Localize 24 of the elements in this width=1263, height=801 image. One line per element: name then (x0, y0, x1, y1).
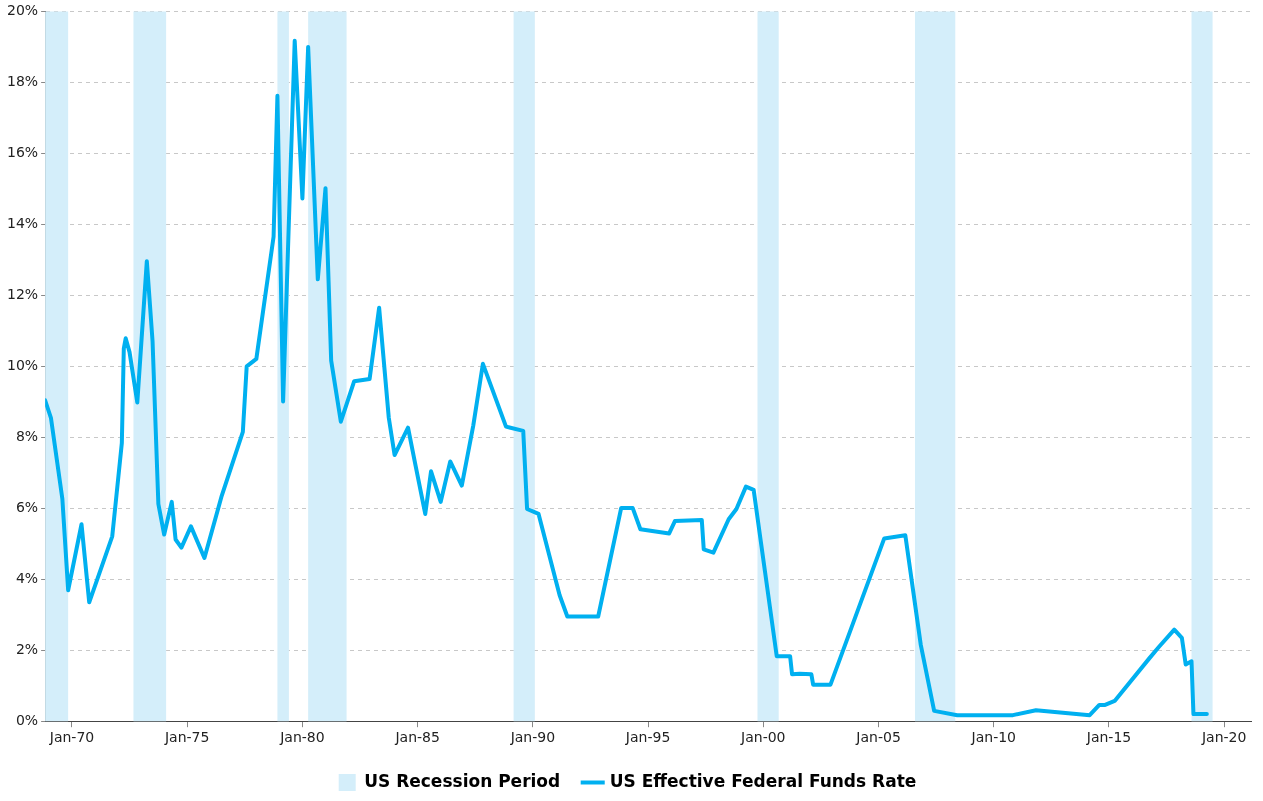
y-tick-label: 4% (15, 569, 39, 586)
y-tick-label: 20% (6, 2, 39, 19)
x-tick-label: Jan-20 (1200, 729, 1247, 746)
legend-label: US Effective Federal Funds Rate (609, 770, 917, 791)
x-tick-label: Jan-85 (394, 729, 440, 746)
y-tick-label: 2% (15, 640, 39, 657)
x-tick-label: Jan-15 (1085, 729, 1132, 746)
x-tick-label: Jan-70 (48, 729, 95, 746)
y-tick-label: 6% (15, 498, 39, 515)
x-tick-label: Jan-75 (163, 729, 210, 746)
y-tick-label: 16% (6, 144, 39, 160)
x-tick-label: Jan-95 (624, 729, 671, 746)
x-tick-label: Jan-05 (855, 729, 901, 746)
x-tick-label: Jan-90 (509, 729, 556, 746)
y-tick-label: 18% (6, 73, 39, 90)
x-tick-label: Jan-80 (279, 729, 325, 746)
y-tick-label: 12% (6, 285, 39, 302)
x-tick-label: Jan-00 (740, 729, 786, 746)
y-tick-label: 14% (6, 214, 39, 231)
y-tick-label: 8% (15, 427, 39, 444)
legend-label: US Recession Period (364, 770, 561, 791)
y-tick-label: 10% (6, 356, 39, 373)
y-tick-label: 0% (15, 711, 39, 728)
x-tick-label: Jan-10 (970, 729, 1016, 746)
